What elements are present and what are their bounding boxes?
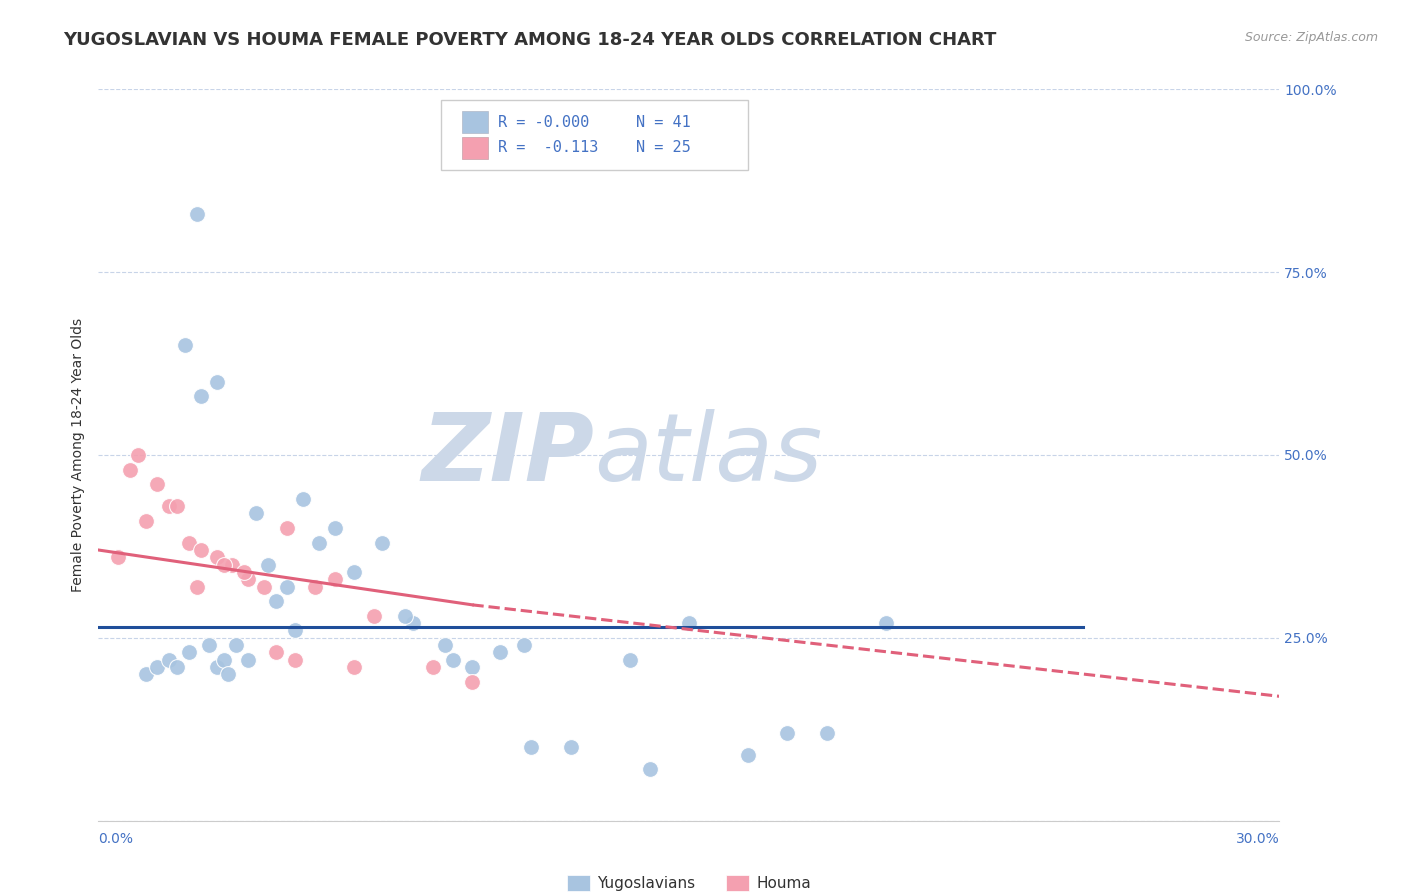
Point xyxy=(776,726,799,740)
Point xyxy=(323,521,346,535)
Point xyxy=(197,638,219,652)
Point xyxy=(512,638,534,652)
Text: atlas: atlas xyxy=(595,409,823,500)
Point xyxy=(190,389,212,403)
Point xyxy=(214,558,236,572)
Point xyxy=(363,608,385,623)
Text: 0.0%: 0.0% xyxy=(98,832,134,846)
Point xyxy=(433,638,456,652)
Point xyxy=(292,491,315,506)
Point xyxy=(875,616,897,631)
Point xyxy=(264,594,287,608)
FancyBboxPatch shape xyxy=(441,100,748,169)
Point xyxy=(225,638,247,652)
Point xyxy=(308,535,330,549)
Point xyxy=(217,667,239,681)
Point xyxy=(461,660,484,674)
Text: R =  -0.113: R = -0.113 xyxy=(498,140,598,155)
Text: R = -0.000: R = -0.000 xyxy=(498,114,589,129)
Text: Source: ZipAtlas.com: Source: ZipAtlas.com xyxy=(1244,31,1378,45)
Text: YUGOSLAVIAN VS HOUMA FEMALE POVERTY AMONG 18-24 YEAR OLDS CORRELATION CHART: YUGOSLAVIAN VS HOUMA FEMALE POVERTY AMON… xyxy=(63,31,997,49)
Text: N = 25: N = 25 xyxy=(636,140,690,155)
Point xyxy=(619,653,641,667)
Point xyxy=(157,653,180,667)
Point xyxy=(214,653,236,667)
Point xyxy=(205,375,228,389)
Point xyxy=(166,660,188,674)
Point xyxy=(186,580,208,594)
Point xyxy=(678,616,700,631)
Point xyxy=(371,535,394,549)
Point xyxy=(253,580,276,594)
Point xyxy=(284,624,307,638)
Point xyxy=(343,565,366,579)
Point xyxy=(205,660,228,674)
Point xyxy=(205,550,228,565)
Point xyxy=(135,514,157,528)
Point xyxy=(520,740,543,755)
FancyBboxPatch shape xyxy=(463,112,488,133)
Point xyxy=(166,499,188,513)
Point xyxy=(146,660,169,674)
Point xyxy=(233,565,256,579)
Legend: Yugoslavians, Houma: Yugoslavians, Houma xyxy=(561,869,817,892)
Point xyxy=(461,674,484,689)
Point xyxy=(146,477,169,491)
Point xyxy=(127,448,149,462)
Point xyxy=(323,572,346,586)
Point xyxy=(245,507,267,521)
Point xyxy=(304,580,326,594)
Point xyxy=(422,660,444,674)
Point xyxy=(135,667,157,681)
Point xyxy=(737,747,759,762)
Text: 30.0%: 30.0% xyxy=(1236,832,1279,846)
Point xyxy=(186,206,208,220)
Point xyxy=(236,653,259,667)
Text: ZIP: ZIP xyxy=(422,409,595,501)
Point xyxy=(177,535,200,549)
Point xyxy=(177,645,200,659)
Point xyxy=(256,558,278,572)
Point xyxy=(276,521,298,535)
Point xyxy=(107,550,129,565)
Point xyxy=(489,645,512,659)
Y-axis label: Female Poverty Among 18-24 Year Olds: Female Poverty Among 18-24 Year Olds xyxy=(72,318,86,592)
FancyBboxPatch shape xyxy=(463,136,488,159)
Point xyxy=(638,763,661,777)
Point xyxy=(441,653,464,667)
Point xyxy=(284,653,307,667)
Point xyxy=(174,338,197,352)
Point xyxy=(221,558,243,572)
Point xyxy=(157,499,180,513)
Point xyxy=(236,572,259,586)
Point xyxy=(264,645,287,659)
Point xyxy=(402,616,425,631)
Point xyxy=(815,726,838,740)
Point xyxy=(118,462,141,476)
Point xyxy=(343,660,366,674)
Text: N = 41: N = 41 xyxy=(636,114,690,129)
Point xyxy=(276,580,298,594)
Point xyxy=(560,740,582,755)
Point xyxy=(394,608,416,623)
Point xyxy=(190,543,212,558)
